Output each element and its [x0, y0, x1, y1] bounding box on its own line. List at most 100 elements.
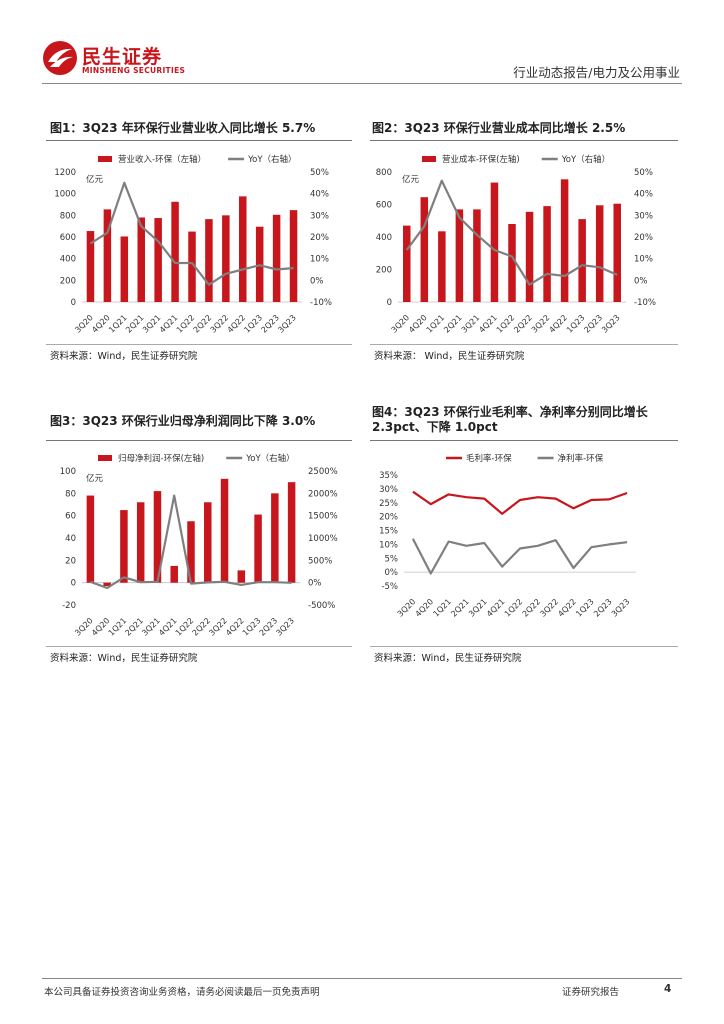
x-tick-label: 3Q20	[73, 616, 95, 638]
bar-3Q23	[613, 203, 621, 302]
series-line-1	[411, 538, 628, 575]
figure-1-source: 资料来源：Wind，民生证券研究院	[50, 351, 198, 362]
figure-1-title-rule	[46, 140, 352, 141]
y-right-tick-label: 1500%	[308, 512, 338, 522]
x-tick-label: 2Q23	[582, 313, 604, 335]
figure-4-title-rule	[370, 440, 678, 441]
bar-2Q22	[525, 211, 534, 302]
figure-4-chart: -5%0%5%10%15%20%25%30%35%3Q204Q201Q212Q2…	[379, 453, 636, 619]
y-left-tick-label: 0	[71, 579, 76, 589]
x-tick-label: 2Q22	[521, 597, 543, 619]
y-right-tick-label: 0%	[308, 579, 322, 589]
y-left-tick-label: 40	[65, 534, 76, 544]
bar-3Q20	[86, 231, 95, 302]
series-line-1	[405, 179, 618, 286]
y-right-tick-label: 0%	[310, 276, 324, 286]
series-line-1	[89, 181, 294, 286]
bar-3Q22	[222, 215, 230, 302]
bar-4Q20	[103, 582, 111, 587]
legend-entry: 净利率-环保	[558, 453, 604, 464]
y-left-tick-label: 20%	[379, 513, 398, 523]
y-left-tick-label: 200	[60, 276, 76, 286]
figure-3-title-rule	[46, 440, 352, 441]
footer-disclaimer: 本公司具备证券投资咨询业务资格，请务必阅读最后一页免责声明	[44, 987, 320, 998]
y-right-tick-label: 30%	[310, 211, 329, 221]
bar-2Q22	[205, 219, 213, 302]
page-number: 4	[664, 983, 672, 995]
bar-1Q23	[254, 514, 262, 583]
x-tick-label: 1Q22	[175, 313, 197, 335]
brand-name-cn: 民生证券	[82, 46, 163, 68]
figure-4-source-rule	[370, 646, 678, 647]
y-right-tick-label: 40%	[310, 190, 329, 200]
bar-4Q22	[237, 570, 246, 583]
y-right-tick-label: -10%	[634, 298, 656, 308]
x-tick-label: 1Q23	[241, 616, 263, 638]
y-left-tick-label: 10%	[379, 540, 398, 550]
y-left-tick-label: 20	[65, 556, 76, 566]
x-tick-label: 1Q23	[242, 313, 264, 335]
x-tick-label: 3Q21	[467, 597, 489, 619]
bar-4Q21	[171, 201, 179, 302]
y-right-tick-label: 2500%	[308, 467, 338, 477]
y-right-tick-label: 50%	[310, 168, 329, 178]
bar-2Q23	[272, 214, 281, 302]
x-tick-label: 1Q21	[425, 313, 447, 335]
bar-4Q20	[420, 197, 429, 302]
x-tick-label: 2Q21	[449, 597, 471, 619]
bar-3Q23	[287, 482, 296, 583]
x-tick-label: 2Q22	[191, 616, 213, 638]
legend-swatch	[98, 455, 112, 461]
y-left-tick-label: 25%	[379, 499, 398, 509]
figure-2-source-rule	[370, 344, 678, 345]
x-tick-label: 4Q21	[158, 313, 180, 335]
y-left-tick-label: 200	[376, 266, 392, 276]
x-tick-label: 2Q22	[192, 313, 214, 335]
x-tick-label: 3Q22	[530, 313, 552, 335]
figure-4-source: 资料来源：Wind，民生证券研究院	[374, 653, 522, 664]
y-right-tick-label: 10%	[310, 255, 329, 265]
y-left-tick-label: 400	[376, 233, 392, 243]
unit-label: 亿元	[86, 473, 104, 484]
x-tick-label: 4Q22	[224, 616, 246, 638]
x-tick-label: 4Q21	[485, 597, 507, 619]
page-header: 民生证券 MINSHENG SECURITIES 行业动态报告/电力及公用事业	[0, 0, 724, 86]
bar-3Q23	[289, 210, 298, 302]
x-tick-label: 3Q20	[390, 313, 412, 335]
x-tick-label: 2Q21	[123, 616, 145, 638]
legend-entry: YoY（右轴）	[245, 453, 294, 464]
legend-swatch	[98, 156, 112, 162]
x-tick-label: 4Q22	[226, 313, 248, 335]
bar-2Q21	[136, 502, 145, 583]
brand-name-en: MINSHENG SECURITIES	[82, 66, 186, 75]
x-tick-label: 1Q21	[107, 313, 129, 335]
y-left-tick-label: 5%	[385, 554, 399, 564]
x-tick-label: 1Q22	[174, 616, 196, 638]
y-left-tick-label: 800	[376, 168, 392, 178]
figure-4-title: 图4：3Q23 环保行业毛利率、净利率分别同比增长 2.3pct、下降 1.0p…	[372, 405, 648, 434]
y-right-tick-label: 20%	[310, 233, 329, 243]
bar-1Q21	[438, 231, 446, 302]
x-tick-label: 4Q20	[90, 313, 112, 335]
y-left-tick-label: 1000	[54, 190, 76, 200]
x-tick-label: 3Q21	[140, 616, 162, 638]
y-left-tick-label: 600	[60, 233, 76, 243]
y-left-tick-label: 0	[387, 298, 392, 308]
bar-1Q22	[187, 521, 195, 583]
y-right-tick-label: 1000%	[308, 534, 338, 544]
footer-divider	[42, 978, 682, 979]
x-tick-label: 3Q22	[209, 313, 231, 335]
y-right-tick-label: -10%	[310, 298, 332, 308]
bar-1Q22	[188, 231, 196, 302]
x-tick-label: 3Q22	[538, 597, 560, 619]
x-tick-label: 4Q20	[407, 313, 429, 335]
bar-4Q22	[560, 179, 569, 302]
y-left-tick-label: -20	[62, 601, 76, 611]
legend-entry: YoY（右轴）	[561, 154, 610, 165]
legend-entry: 营业成本-环保(左轴)	[442, 154, 520, 165]
series-line-1	[90, 494, 292, 590]
bar-4Q20	[103, 209, 112, 302]
y-left-tick-label: 35%	[379, 471, 398, 481]
legend-swatch	[422, 156, 436, 162]
footer-doc-type: 证券研究报告	[562, 987, 620, 998]
